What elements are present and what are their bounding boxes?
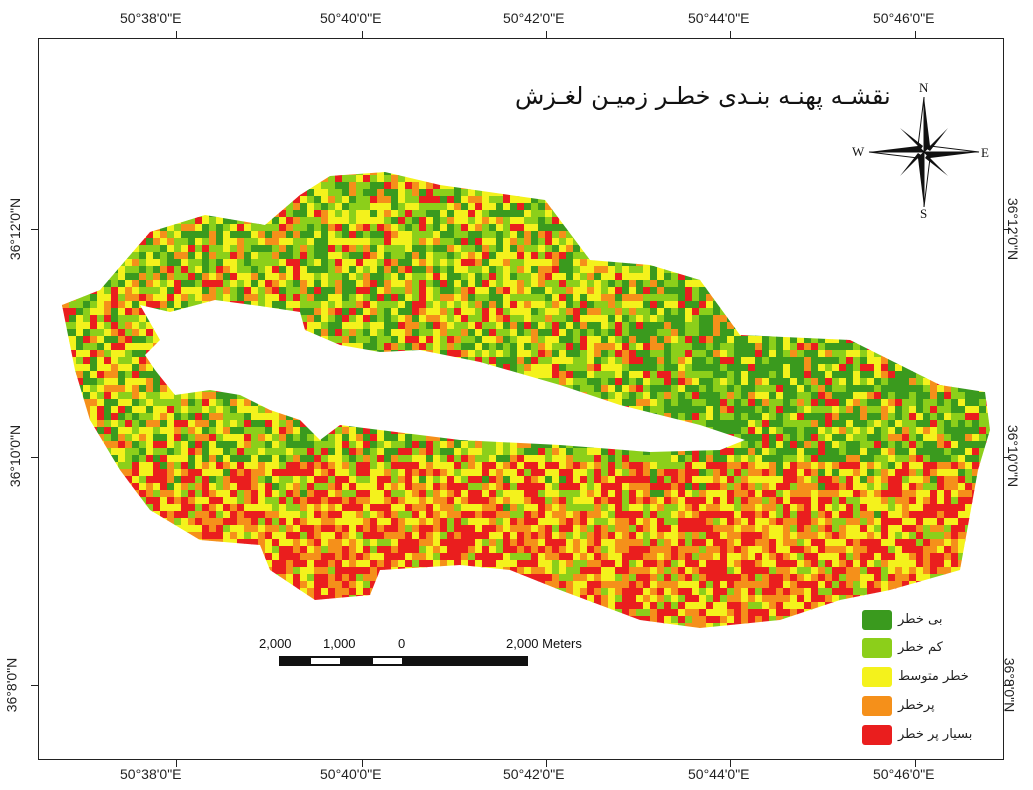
bottom-lon-label: 50°38'0"E <box>120 766 182 782</box>
top-lon-label: 50°42'0"E <box>503 10 565 26</box>
legend-swatch <box>862 610 892 630</box>
axis-tick <box>730 31 731 38</box>
legend-label: بی خطر <box>898 612 943 627</box>
legend-item: بی خطر <box>862 610 1002 632</box>
legend-swatch <box>862 638 892 658</box>
legend-label: پرخطر <box>898 698 935 713</box>
axis-tick <box>1004 229 1011 230</box>
axis-tick <box>31 685 38 686</box>
bottom-lon-label: 50°42'0"E <box>503 766 565 782</box>
axis-tick <box>176 760 177 767</box>
axis-tick <box>1004 685 1011 686</box>
scale-label: 0 <box>398 636 406 651</box>
axis-tick <box>546 31 547 38</box>
map-title: نقشـه پهنـه بنـدی خطـر زمیـن لغـزش <box>515 82 891 110</box>
axis-tick <box>362 760 363 767</box>
axis-tick <box>915 760 916 767</box>
top-lon-label: 50°40'0"E <box>320 10 382 26</box>
scale-label: 2,000 Meters <box>506 636 582 651</box>
legend-swatch <box>862 667 892 687</box>
axis-tick <box>1004 457 1011 458</box>
axis-tick <box>362 31 363 38</box>
bottom-lon-label: 50°44'0"E <box>688 766 750 782</box>
top-lon-label: 50°38'0"E <box>120 10 182 26</box>
legend-item: کم خطر <box>862 638 1002 660</box>
legend-item: بسیار پر خطر <box>862 725 1002 747</box>
compass-n: N <box>919 80 929 95</box>
axis-tick <box>176 31 177 38</box>
compass-e: E <box>981 145 989 160</box>
legend-item: خطر متوسط <box>862 667 1002 689</box>
scale-label: 1,000 <box>323 636 356 651</box>
bottom-lon-label: 50°40'0"E <box>320 766 382 782</box>
top-lon-label: 50°46'0"E <box>873 10 935 26</box>
axis-tick <box>31 229 38 230</box>
legend-label: کم خطر <box>898 640 943 655</box>
legend-label: بسیار پر خطر <box>898 727 973 742</box>
bottom-lon-label: 50°46'0"E <box>873 766 935 782</box>
north-arrow <box>868 96 980 208</box>
axis-tick <box>546 760 547 767</box>
scale-bar <box>279 656 528 666</box>
lake <box>140 300 745 452</box>
compass-w: W <box>852 144 865 159</box>
axis-tick <box>915 31 916 38</box>
axis-tick <box>31 457 38 458</box>
axis-tick <box>730 760 731 767</box>
top-lon-label: 50°44'0"E <box>688 10 750 26</box>
map-frame <box>38 38 1004 760</box>
scale-label: 2,000 <box>259 636 292 651</box>
compass-s: S <box>920 206 928 221</box>
legend-label: خطر متوسط <box>898 669 969 684</box>
legend-item: پرخطر <box>862 696 1002 718</box>
legend-swatch <box>862 725 892 745</box>
legend-swatch <box>862 696 892 716</box>
